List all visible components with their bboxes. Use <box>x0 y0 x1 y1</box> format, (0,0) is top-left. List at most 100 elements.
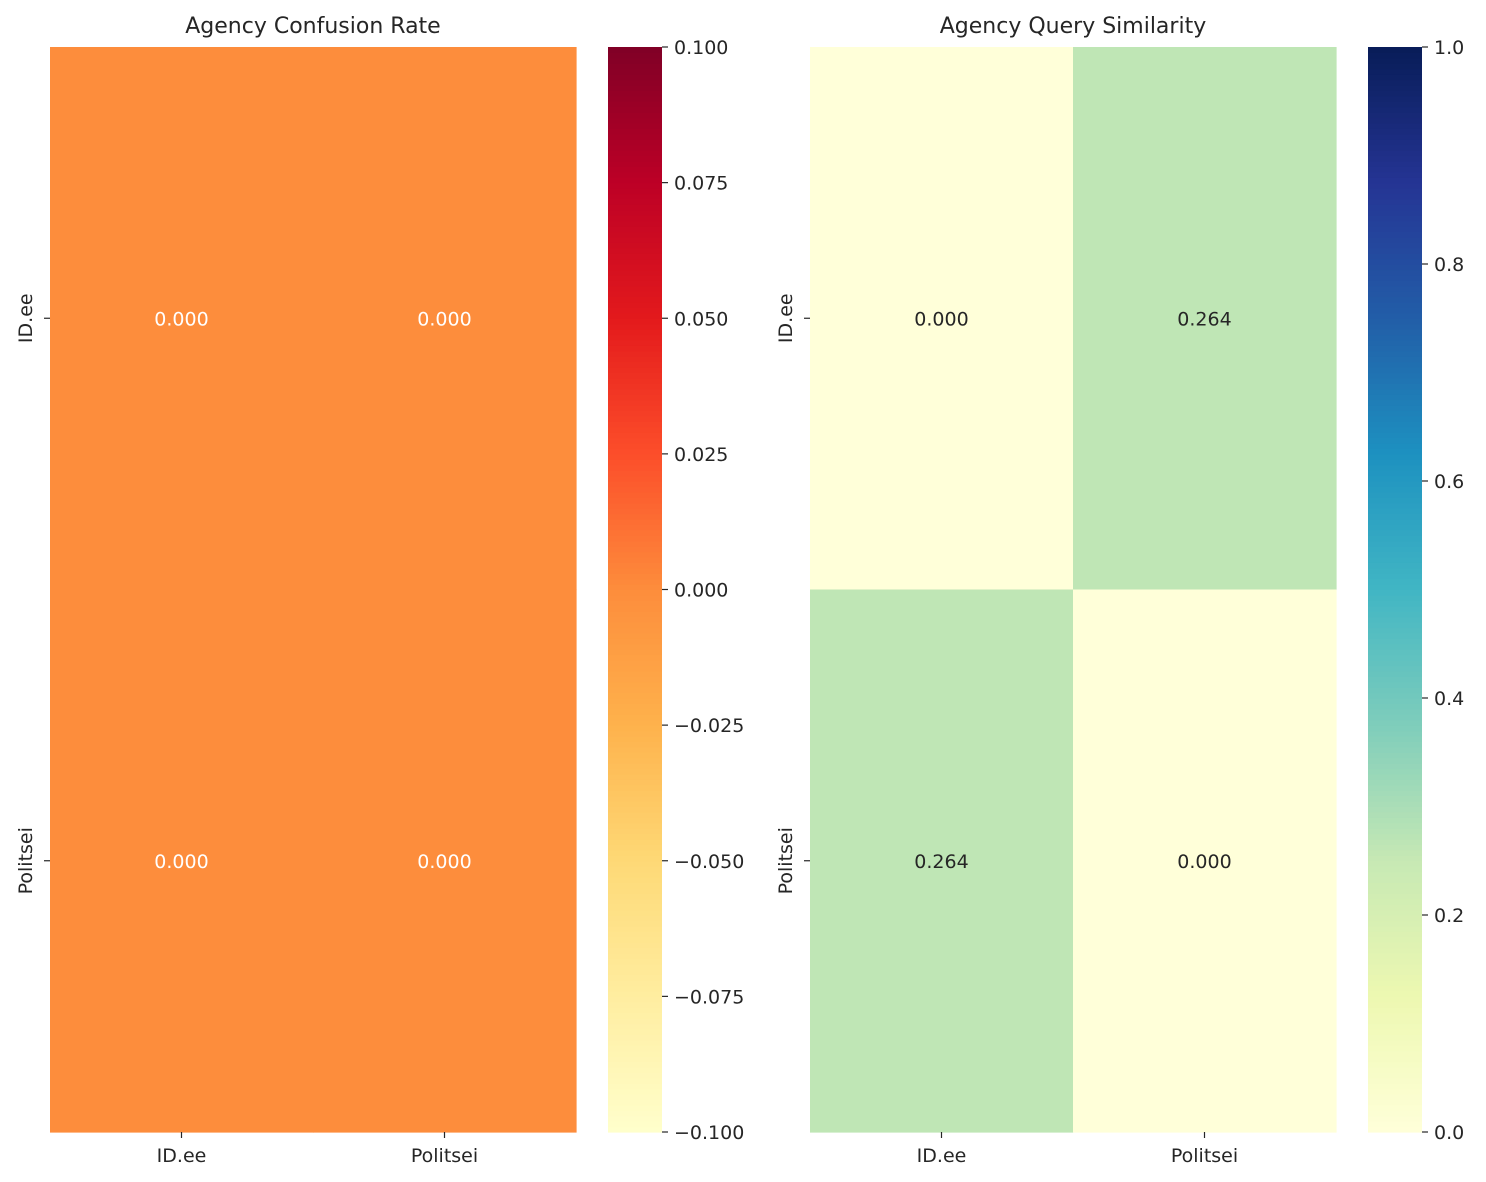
colorbar-segment <box>1368 773 1422 780</box>
col-tick-label: Politsei <box>1171 1145 1238 1167</box>
colorbar-segment <box>1368 692 1422 699</box>
colorbar-segment <box>608 952 662 959</box>
colorbar-segment <box>608 475 662 482</box>
colorbar-segment <box>608 605 662 612</box>
colorbar-segment <box>1368 112 1422 119</box>
colorbar-segment <box>608 415 662 422</box>
colorbar-segment <box>1368 329 1422 336</box>
colorbar-tick-label: 0.0 <box>1434 1122 1464 1144</box>
colorbar-segment <box>608 448 662 455</box>
colorbar-segment <box>608 768 662 775</box>
colorbar-segment <box>608 963 662 970</box>
colorbar-segment <box>608 160 662 167</box>
colorbar-segment <box>608 339 662 346</box>
colorbar-segment <box>1368 860 1422 867</box>
colorbar-segment <box>608 698 662 705</box>
colorbar-segment <box>1368 909 1422 916</box>
colorbar-segment <box>1368 432 1422 439</box>
colorbar-segment <box>608 253 662 260</box>
colorbar-segment <box>1368 578 1422 585</box>
colorbar-segment <box>1368 963 1422 970</box>
heatmap-cell <box>1073 47 1337 591</box>
colorbar-segment <box>608 654 662 661</box>
colorbar-segment <box>608 117 662 124</box>
colorbar-segment <box>608 730 662 737</box>
cell-value-label: 0.000 <box>154 851 208 873</box>
colorbar-tick-label: −0.050 <box>674 851 744 873</box>
colorbar-segment <box>608 735 662 742</box>
colorbar-segment <box>608 144 662 151</box>
colorbar-tick-label: 0.075 <box>674 173 728 195</box>
colorbar-segment <box>608 980 662 987</box>
colorbar-segment <box>608 790 662 797</box>
colorbar-segment <box>1368 502 1422 509</box>
colorbar-segment <box>1368 784 1422 791</box>
colorbar-segment <box>608 79 662 86</box>
heatmap-cell <box>810 47 1074 591</box>
colorbar-segment <box>608 773 662 780</box>
colorbar-segment <box>1368 117 1422 124</box>
colorbar-segment <box>1368 106 1422 113</box>
colorbar-segment <box>608 1110 662 1117</box>
colorbar-segment <box>608 562 662 569</box>
colorbar-segment <box>1368 236 1422 243</box>
colorbar-segment <box>608 133 662 140</box>
colorbar-segment <box>608 139 662 146</box>
colorbar-segment <box>608 437 662 444</box>
colorbar-segment <box>608 155 662 162</box>
colorbar-segment <box>608 627 662 634</box>
cell-value-label: 0.264 <box>1177 308 1231 330</box>
colorbar-segment <box>1368 752 1422 759</box>
colorbar-segment <box>1368 849 1422 856</box>
colorbar-segment <box>1368 649 1422 656</box>
colorbar-segment <box>1368 394 1422 401</box>
cell-value-label: 0.000 <box>417 851 471 873</box>
colorbar-segment <box>1368 925 1422 932</box>
colorbar-segment <box>608 708 662 715</box>
colorbar-segment <box>608 491 662 498</box>
colorbar-segment <box>1368 323 1422 330</box>
colorbar-segment <box>1368 1083 1422 1090</box>
colorbar-segment <box>608 1007 662 1014</box>
colorbar-segment <box>608 1018 662 1025</box>
colorbar-segment <box>1368 68 1422 75</box>
colorbar-segment <box>608 68 662 75</box>
colorbar-segment <box>608 839 662 846</box>
col-tick-label: ID.ee <box>157 1145 207 1167</box>
heatmap-cell <box>313 589 577 1133</box>
colorbar-segment <box>608 329 662 336</box>
colorbar-segment <box>608 198 662 205</box>
colorbar-segment <box>1368 882 1422 889</box>
colorbar-segment <box>1368 193 1422 200</box>
colorbar-segment <box>1368 226 1422 233</box>
colorbar-segment <box>1368 1066 1422 1073</box>
colorbar-segment <box>608 855 662 862</box>
colorbar-segment <box>1368 339 1422 346</box>
colorbar-segment <box>1368 584 1422 591</box>
colorbar-segment <box>608 920 662 927</box>
colorbar-segment <box>1368 562 1422 569</box>
colorbar-segment <box>608 806 662 813</box>
colorbar-segment <box>608 291 662 298</box>
colorbar-segment <box>608 681 662 688</box>
colorbar-segment <box>608 1072 662 1079</box>
colorbar-segment <box>1368 952 1422 959</box>
colorbar-segment <box>1368 958 1422 965</box>
colorbar-segment <box>608 388 662 395</box>
colorbar-segment <box>608 226 662 233</box>
colorbar-segment <box>1368 746 1422 753</box>
colorbar-segment <box>1368 730 1422 737</box>
colorbar-segment <box>608 882 662 889</box>
colorbar-segment <box>608 193 662 200</box>
colorbar-segment <box>1368 714 1422 721</box>
colorbar-segment <box>1368 415 1422 422</box>
heatmap-cell <box>810 589 1074 1133</box>
colorbar-segment <box>1368 101 1422 108</box>
row-tick-label: ID.ee <box>15 293 37 343</box>
colorbar-segment <box>608 1061 662 1068</box>
colorbar-segment <box>1368 1018 1422 1025</box>
colorbar-segment <box>608 594 662 601</box>
colorbar-segment <box>608 703 662 710</box>
colorbar-segment <box>1368 1094 1422 1101</box>
colorbar-segment <box>608 345 662 352</box>
